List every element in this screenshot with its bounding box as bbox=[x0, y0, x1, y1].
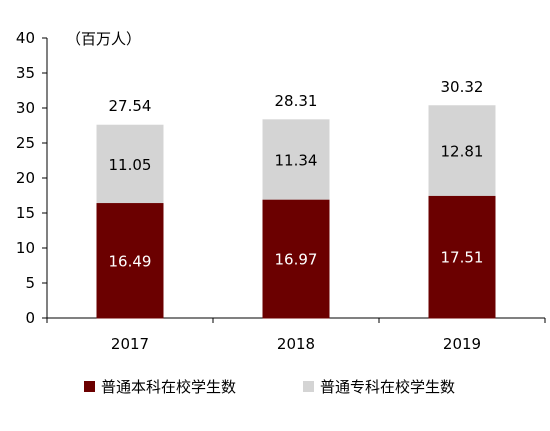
unit-label: （百万人） bbox=[66, 30, 141, 48]
y-tick-label: 5 bbox=[25, 274, 35, 292]
legend-label: 普通专科在校学生数 bbox=[320, 378, 455, 396]
y-tick-label: 30 bbox=[16, 99, 35, 117]
segment-value-label: 12.81 bbox=[441, 143, 484, 161]
y-tick-label: 0 bbox=[25, 309, 35, 327]
x-axis: 2017 2018 2019 bbox=[47, 318, 545, 353]
legend-swatch bbox=[303, 381, 314, 392]
x-tick-label: 2017 bbox=[111, 335, 149, 353]
legend-swatch bbox=[84, 381, 95, 392]
y-tick-label: 20 bbox=[16, 169, 35, 187]
legend-label: 普通本科在校学生数 bbox=[101, 378, 236, 396]
total-value-label: 28.31 bbox=[275, 92, 318, 110]
y-tick-label: 10 bbox=[16, 239, 35, 257]
total-value-label: 27.54 bbox=[109, 97, 152, 115]
legend: 普通本科在校学生数 普通专科在校学生数 bbox=[84, 378, 455, 396]
y-tick-label: 35 bbox=[16, 64, 35, 82]
x-tick-label: 2018 bbox=[277, 335, 315, 353]
y-axis: 0 5 10 15 20 25 30 35 40 bbox=[16, 29, 47, 327]
total-value-label: 30.32 bbox=[441, 78, 484, 96]
x-tick-label: 2019 bbox=[443, 335, 481, 353]
y-tick-label: 40 bbox=[16, 29, 35, 47]
bars bbox=[97, 106, 495, 318]
segment-value-label: 16.49 bbox=[109, 252, 152, 270]
segment-value-label: 11.05 bbox=[109, 156, 152, 174]
segment-value-label: 16.97 bbox=[275, 251, 318, 269]
segment-value-label: 17.51 bbox=[441, 249, 484, 267]
y-tick-label: 25 bbox=[16, 134, 35, 152]
y-tick-label: 15 bbox=[16, 204, 35, 222]
segment-value-label: 11.34 bbox=[275, 152, 318, 170]
